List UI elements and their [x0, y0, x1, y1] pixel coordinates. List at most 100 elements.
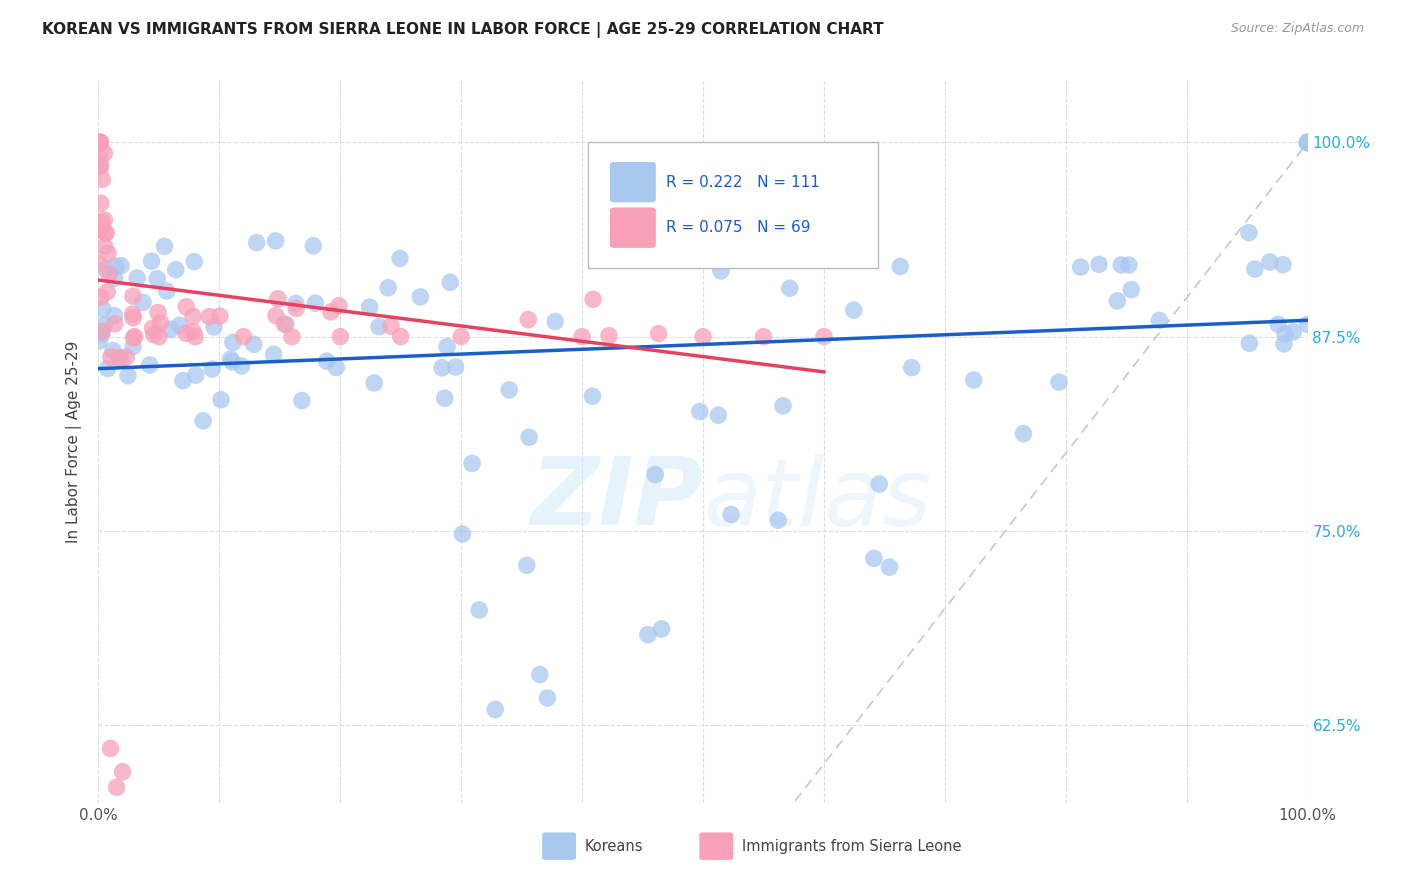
- Point: [101, 343, 124, 358]
- Point: [1047, 375, 1070, 389]
- Point: [598, 328, 620, 343]
- Point: [1274, 326, 1296, 341]
- Point: [122, 310, 145, 325]
- Point: [380, 319, 402, 334]
- Point: [772, 399, 794, 413]
- Point: [127, 271, 149, 285]
- Point: [149, 316, 172, 330]
- Point: [122, 340, 145, 354]
- Point: [181, 310, 204, 324]
- Point: [1107, 293, 1129, 308]
- Point: [153, 239, 176, 253]
- Text: Koreans: Koreans: [585, 838, 643, 854]
- Point: [90, 159, 112, 173]
- Point: [209, 392, 232, 407]
- Point: [90, 196, 112, 211]
- FancyBboxPatch shape: [699, 832, 734, 860]
- Point: [1244, 262, 1267, 277]
- Point: [165, 262, 187, 277]
- Point: [1118, 258, 1140, 272]
- Point: [1267, 318, 1289, 332]
- Point: [103, 271, 125, 285]
- Point: [90, 215, 112, 229]
- Point: [87, 256, 110, 270]
- Point: [105, 259, 128, 273]
- Point: [1012, 426, 1035, 441]
- Point: [637, 628, 659, 642]
- Point: [89, 334, 111, 348]
- Point: [174, 300, 197, 314]
- Point: [1296, 136, 1319, 150]
- Point: [436, 340, 458, 354]
- Point: [377, 281, 399, 295]
- Point: [146, 305, 169, 319]
- Point: [273, 317, 295, 331]
- Point: [89, 136, 111, 150]
- Point: [183, 254, 205, 268]
- Point: [879, 560, 901, 574]
- Point: [91, 172, 114, 186]
- Point: [172, 374, 194, 388]
- Point: [232, 329, 254, 343]
- Point: [103, 309, 125, 323]
- Point: [141, 254, 163, 268]
- Point: [122, 289, 145, 303]
- Point: [1296, 136, 1319, 150]
- Point: [100, 741, 122, 756]
- Point: [146, 271, 169, 285]
- Point: [243, 337, 266, 351]
- Point: [647, 326, 669, 341]
- FancyBboxPatch shape: [610, 162, 655, 202]
- Point: [1237, 226, 1260, 240]
- Point: [1296, 136, 1319, 150]
- Point: [267, 292, 290, 306]
- Point: [115, 350, 138, 364]
- Point: [159, 322, 181, 336]
- Point: [1258, 255, 1281, 269]
- Point: [219, 352, 242, 367]
- Point: [517, 312, 540, 326]
- Point: [181, 325, 204, 339]
- Point: [222, 335, 245, 350]
- Point: [96, 285, 118, 299]
- Point: [651, 622, 673, 636]
- Point: [1109, 258, 1132, 272]
- Point: [779, 281, 801, 295]
- Text: Immigrants from Sierra Leone: Immigrants from Sierra Leone: [742, 838, 962, 854]
- Point: [516, 558, 538, 573]
- Point: [89, 136, 111, 150]
- Point: [1296, 136, 1319, 150]
- Point: [89, 136, 111, 150]
- Point: [328, 299, 350, 313]
- Point: [710, 264, 733, 278]
- Point: [184, 368, 207, 383]
- Point: [720, 508, 742, 522]
- Point: [900, 360, 922, 375]
- Point: [89, 152, 111, 166]
- Point: [1088, 257, 1111, 271]
- Point: [87, 136, 110, 150]
- Point: [517, 430, 540, 444]
- Text: Source: ZipAtlas.com: Source: ZipAtlas.com: [1230, 22, 1364, 36]
- Point: [108, 351, 131, 365]
- Point: [1070, 260, 1092, 274]
- Point: [389, 329, 412, 343]
- Point: [1282, 325, 1305, 339]
- Point: [285, 301, 308, 316]
- Point: [409, 290, 432, 304]
- Point: [581, 389, 603, 403]
- Text: atlas: atlas: [703, 454, 931, 545]
- Point: [91, 302, 114, 317]
- Point: [117, 368, 139, 383]
- Point: [198, 310, 221, 324]
- Point: [644, 467, 666, 482]
- Text: R = 0.075   N = 69: R = 0.075 N = 69: [665, 220, 810, 235]
- Point: [582, 292, 605, 306]
- Point: [484, 702, 506, 716]
- Point: [141, 321, 163, 335]
- Point: [430, 360, 453, 375]
- Point: [94, 226, 117, 240]
- Point: [766, 513, 789, 527]
- Point: [304, 296, 326, 310]
- Point: [90, 290, 112, 304]
